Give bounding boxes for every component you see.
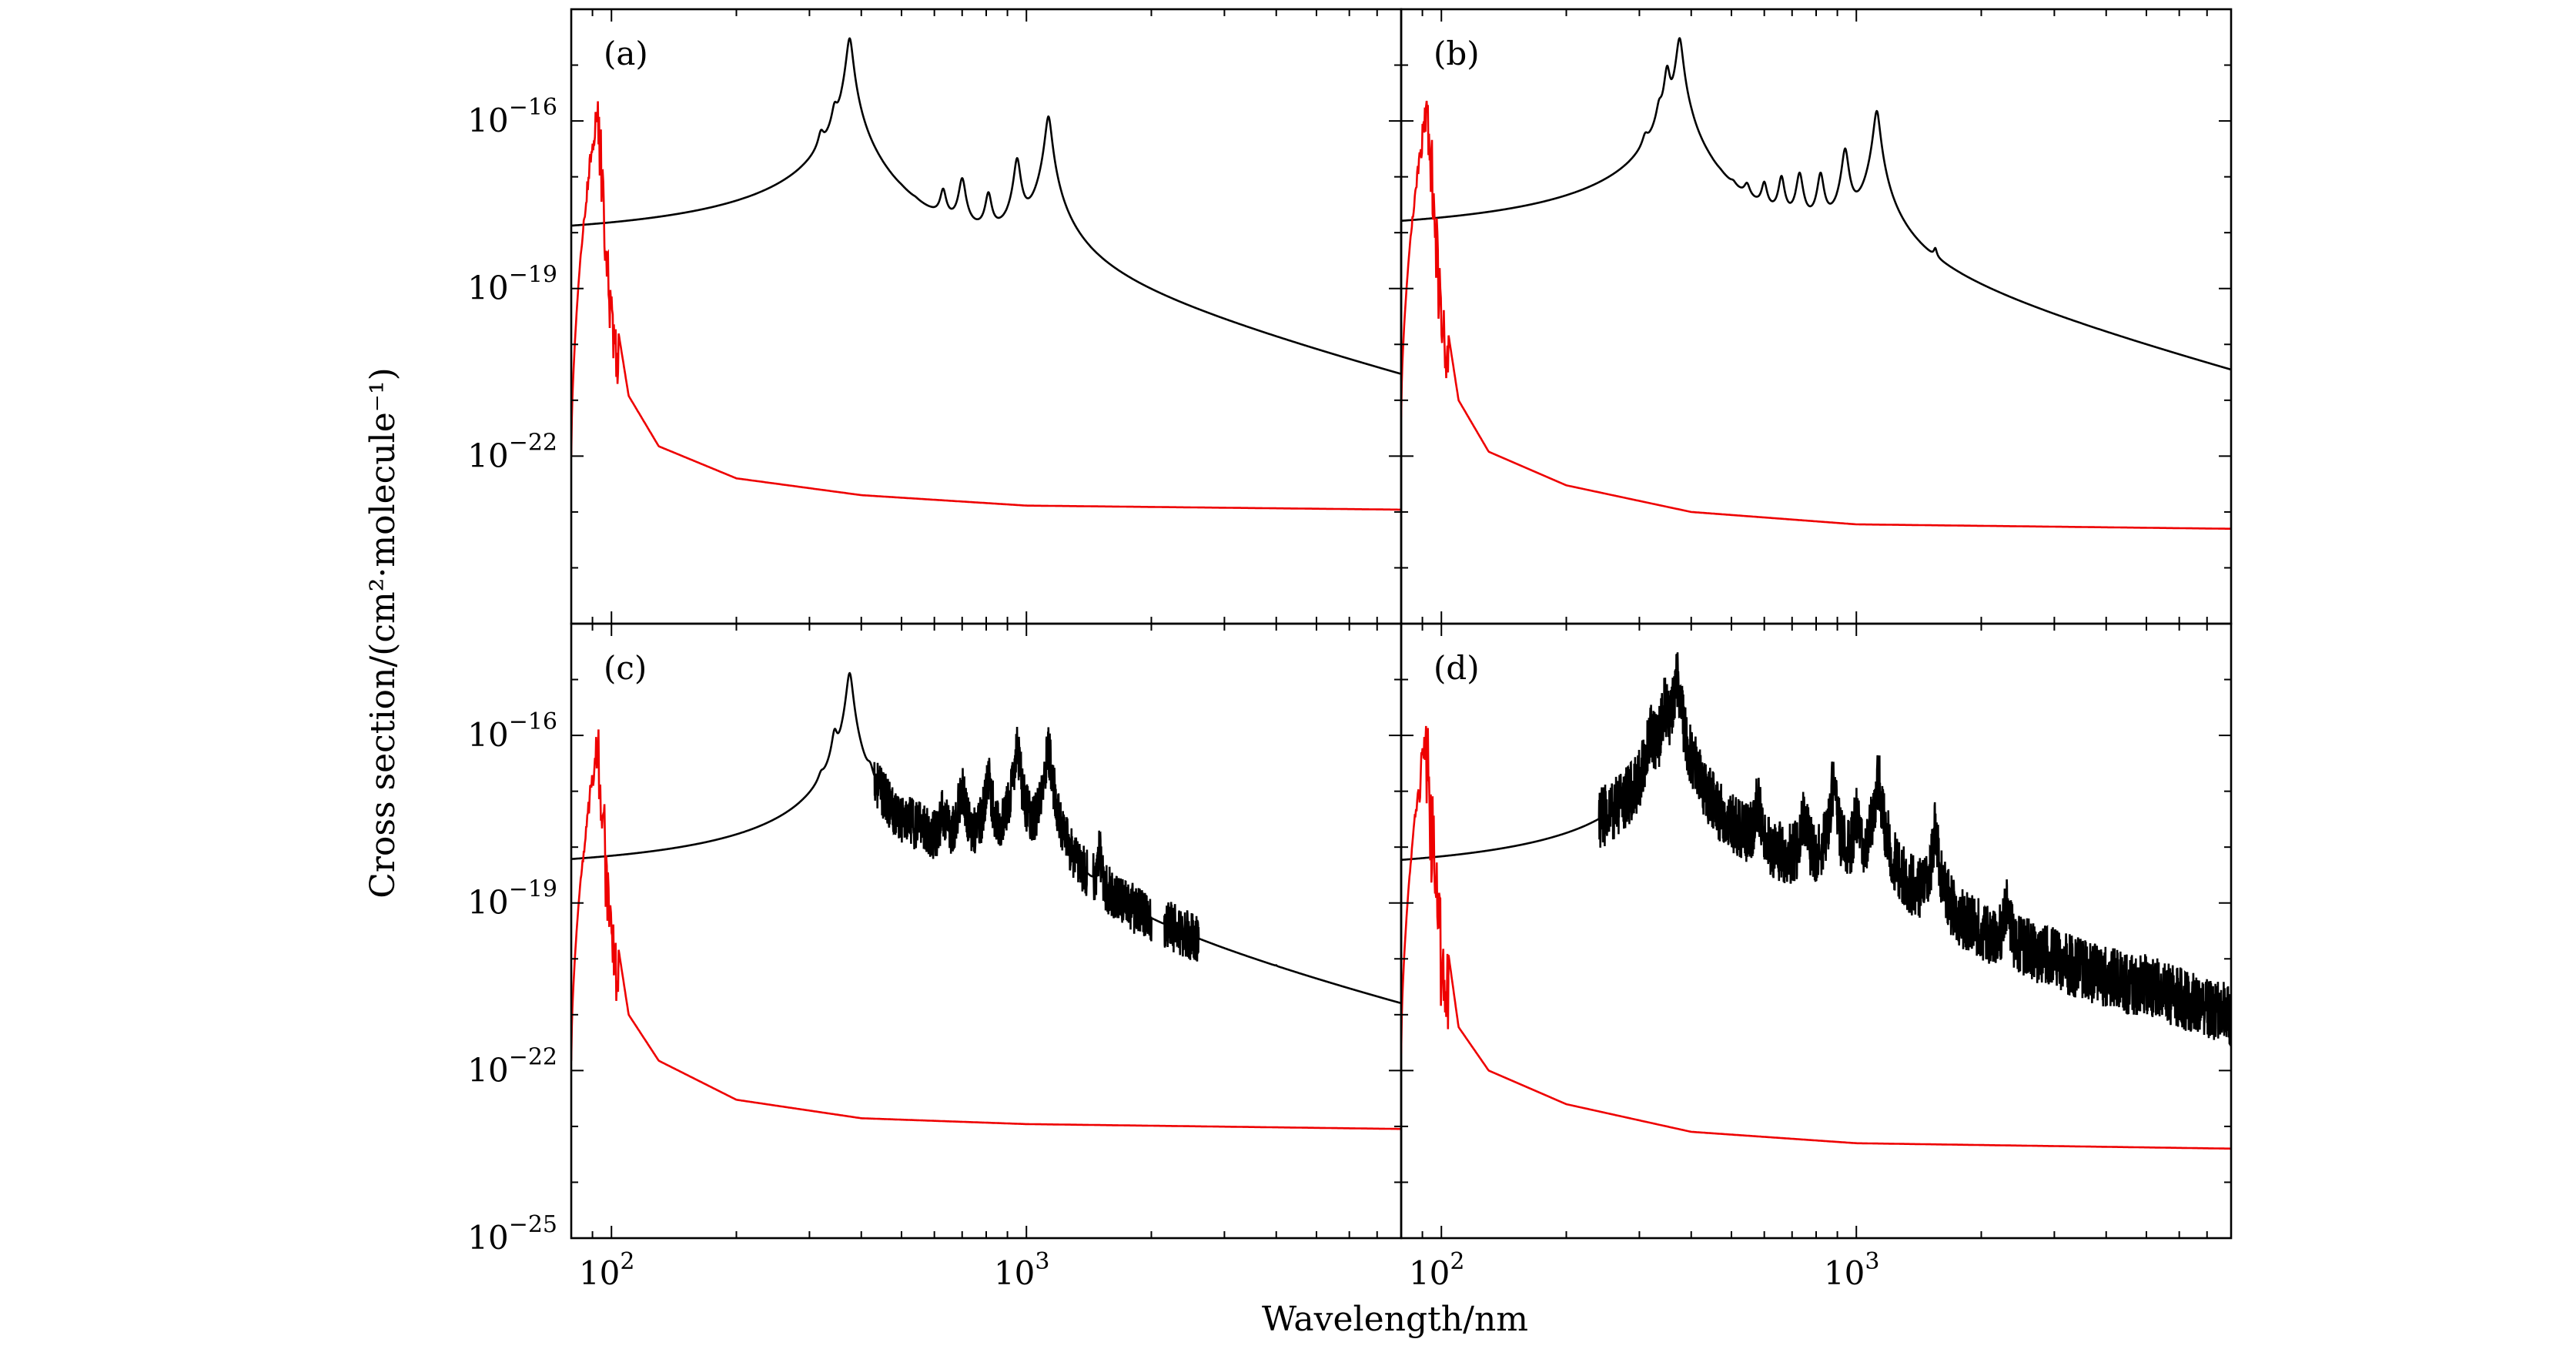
black-series-line — [1401, 37, 2231, 371]
panel-label: (c) — [604, 649, 647, 687]
y-tick-label: 10−25 — [467, 1211, 557, 1257]
x-ticks — [1400, 624, 2232, 1238]
x-axis-label-text: Wavelength/nm — [1262, 1300, 1528, 1339]
black-series-line — [571, 37, 1401, 375]
plot-area — [1401, 652, 2231, 1150]
panel-frame — [570, 622, 1403, 1240]
panel-frame — [1400, 8, 2233, 625]
y-axis-label: Cross section/(cm²·molecule⁻¹) — [363, 367, 403, 899]
panel-3: (c) 10−25 10−22 10−19 10−16 102 103 — [467, 622, 1403, 1292]
black-series-line — [571, 671, 1401, 1005]
x-ticks — [570, 9, 1402, 624]
panel-label: (b) — [1434, 35, 1480, 72]
plot-area — [571, 37, 1401, 511]
x-tick-label: 103 — [994, 1248, 1050, 1292]
y-tick-label: 10−19 — [467, 876, 557, 922]
panels-group: (a) 10−22 10−19 10−16 (b) (c) 10−25 10−22 10−19 1… — [467, 8, 2233, 1292]
y-ticks — [571, 8, 1401, 624]
panel-frame — [570, 8, 1403, 625]
panel-label: (a) — [604, 35, 648, 72]
y-ticks — [1401, 623, 2231, 1239]
x-tick-label: 102 — [579, 1248, 635, 1292]
x-ticks — [1400, 9, 2232, 624]
red-series-line — [1401, 100, 2231, 530]
y-axis-label-text: Cross section/(cm²·molecule⁻¹) — [363, 367, 403, 899]
y-tick-label: 10−16 — [467, 708, 557, 754]
panel-1: (a) 10−22 10−19 10−16 — [467, 8, 1403, 625]
panel-2: (b) — [1400, 8, 2233, 625]
panel-label: (d) — [1434, 649, 1480, 687]
black-series-line — [1401, 652, 2231, 1048]
red-series-line — [1401, 725, 2231, 1150]
red-series-line — [571, 729, 1401, 1130]
y-tick-label: 10−22 — [467, 429, 557, 474]
x-tick-label: 103 — [1824, 1248, 1880, 1292]
y-tick-label: 10−16 — [467, 94, 557, 139]
panel-4: (d) 102 103 — [1400, 622, 2233, 1292]
x-tick-label: 102 — [1409, 1248, 1465, 1292]
x-ticks — [570, 624, 1402, 1238]
y-tick-label: 10−22 — [467, 1043, 557, 1089]
y-ticks — [571, 623, 1401, 1239]
y-ticks — [1401, 8, 2231, 624]
y-tick-label: 10−19 — [467, 262, 557, 307]
red-series-line — [571, 101, 1401, 511]
plot-area — [1401, 37, 2231, 530]
plot-area — [571, 671, 1401, 1130]
